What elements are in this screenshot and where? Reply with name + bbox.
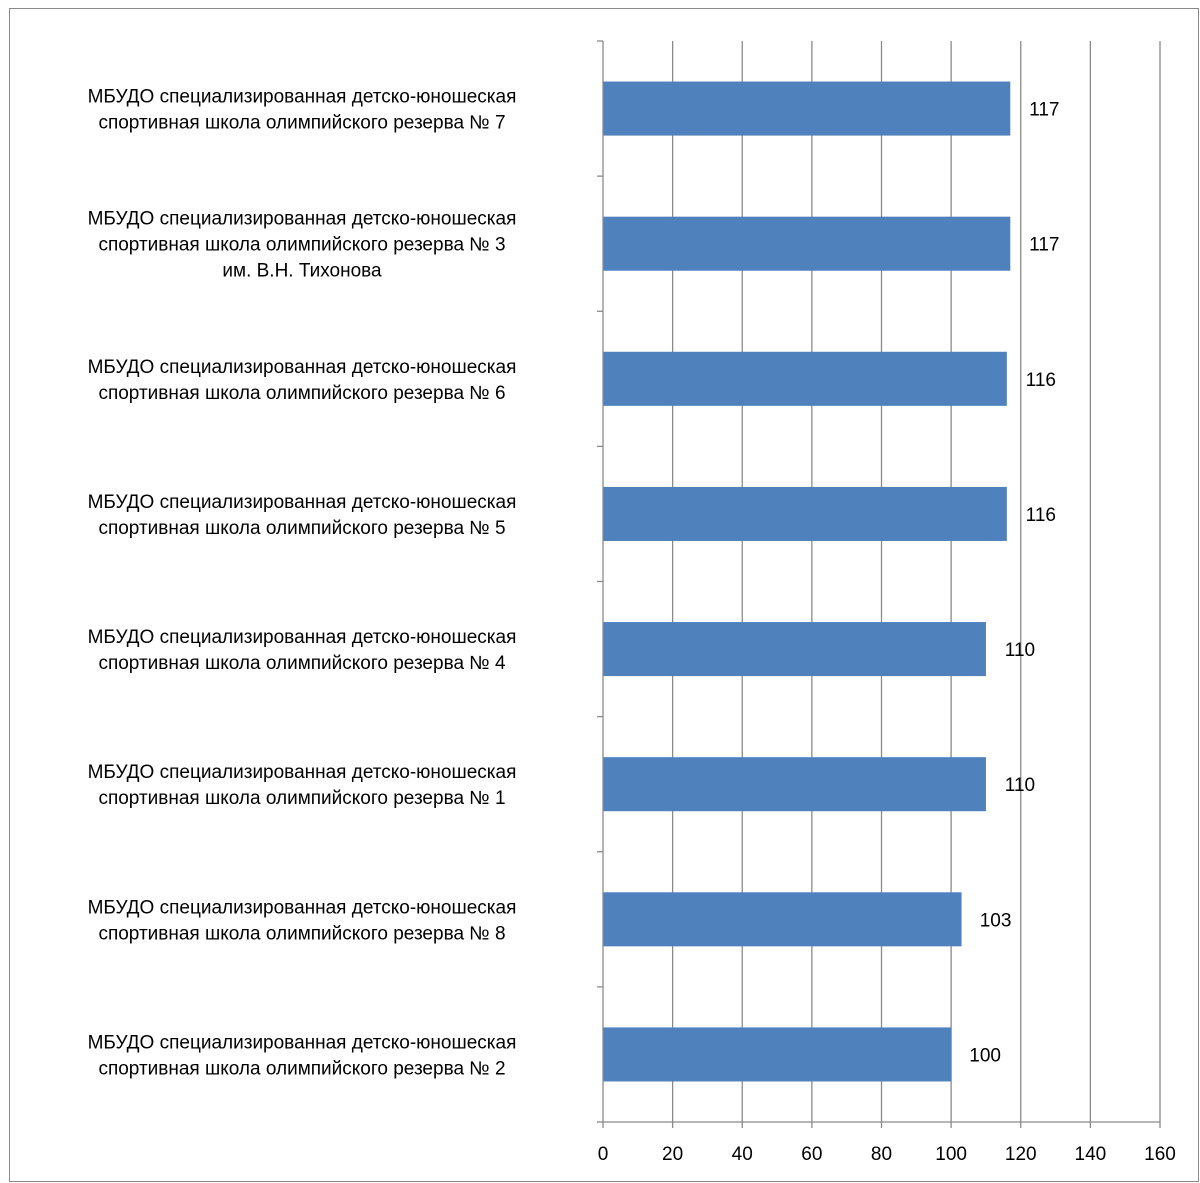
- category-label: МБУДО специализированная детско-юношеска…: [88, 1032, 517, 1079]
- data-label: 117: [1029, 235, 1059, 256]
- bar: [603, 622, 986, 677]
- x-tick-label: 160: [1144, 1144, 1176, 1165]
- category-label-line: спортивная школа олимпийского резерва № …: [98, 1058, 505, 1079]
- data-label: 116: [1026, 505, 1056, 526]
- category-label-line: спортивная школа олимпийского резерва № …: [98, 235, 505, 256]
- labels: 0 20 40 60 80 100 120 140 160 117 МБУДО специализи…: [88, 87, 1176, 1165]
- data-label: 116: [1026, 370, 1056, 391]
- bar: [603, 757, 986, 812]
- gridlines-overlay: [673, 41, 1160, 1122]
- category-label: МБУДО специализированная детско-юношеска…: [88, 87, 517, 134]
- category-label-line: спортивная школа олимпийского резерва № …: [98, 653, 506, 674]
- data-label: 110: [1005, 640, 1035, 661]
- x-tick-label: 20: [662, 1144, 683, 1165]
- category-label: МБУДО специализированная детско-юношеска…: [88, 357, 517, 404]
- x-tick-label: 60: [801, 1144, 822, 1165]
- bar: [603, 486, 1007, 541]
- category-label-line: МБУДО специализированная детско-юношеска…: [88, 209, 517, 230]
- bar: [603, 892, 962, 947]
- data-label: 100: [969, 1045, 1001, 1066]
- category-label-line: МБУДО специализированная детско-юношеска…: [88, 1032, 517, 1053]
- category-label-line: МБУДО специализированная детско-юношеска…: [88, 357, 517, 378]
- category-label-line: МБУДО специализированная детско-юношеска…: [88, 897, 517, 918]
- bars: [603, 81, 1011, 1082]
- axes: [597, 40, 1161, 1128]
- x-tick-label: 80: [871, 1144, 892, 1165]
- bar: [603, 81, 1011, 136]
- category-label-line: спортивная школа олимпийского резерва № …: [98, 788, 505, 809]
- bar: [603, 216, 1011, 271]
- data-label: 110: [1005, 775, 1035, 796]
- category-label-line: спортивная школа олимпийского резерва № …: [98, 923, 505, 944]
- category-label: МБУДО специализированная детско-юношеска…: [88, 209, 517, 282]
- category-label: МБУДО специализированная детско-юношеска…: [88, 492, 517, 539]
- x-tick-label: 0: [598, 1144, 609, 1165]
- data-label: 103: [980, 910, 1012, 931]
- category-label-line: МБУДО специализированная детско-юношеска…: [88, 492, 517, 513]
- category-label: МБУДО специализированная детско-юношеска…: [88, 762, 517, 809]
- bar: [603, 351, 1007, 406]
- category-label: МБУДО специализированная детско-юношеска…: [88, 627, 517, 674]
- x-tick-label: 100: [935, 1144, 967, 1165]
- category-label-line: спортивная школа олимпийского резерва № …: [98, 383, 505, 404]
- category-label: МБУДО специализированная детско-юношеска…: [88, 897, 517, 944]
- category-label-line: МБУДО специализированная детско-юношеска…: [88, 627, 517, 648]
- chart-frame: [9, 8, 1199, 1182]
- category-label-line: МБУДО специализированная детско-юношеска…: [88, 762, 517, 783]
- x-tick-label: 40: [732, 1144, 753, 1165]
- category-label-line: МБУДО специализированная детско-юношеска…: [88, 87, 517, 108]
- category-label-line: им. В.Н. Тихонова: [222, 261, 382, 282]
- x-tick-label: 140: [1075, 1144, 1107, 1165]
- category-label-line: спортивная школа олимпийского резерва № …: [98, 113, 505, 134]
- x-tick-label: 120: [1005, 1144, 1037, 1165]
- data-label: 117: [1029, 100, 1059, 121]
- bar: [603, 1027, 952, 1082]
- gridlines: [671, 41, 1161, 1122]
- category-label-line: спортивная школа олимпийского резерва № …: [98, 518, 505, 539]
